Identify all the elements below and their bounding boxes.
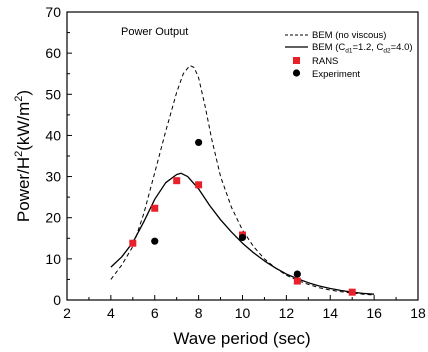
legend-label-bem-no-viscous: BEM (no viscous)	[312, 30, 386, 41]
y-tick-label: 0	[53, 292, 61, 308]
x-tick-label: 16	[366, 305, 382, 321]
legend: BEM (no viscous) BEM (Cd1=1.2, Cd2=4.0) …	[285, 30, 413, 80]
plot-frame	[66, 11, 419, 301]
y-tick-label: 10	[45, 251, 61, 267]
legend-label-rans: RANS	[312, 56, 338, 67]
experiment-point	[238, 233, 247, 242]
y-tick-label: 60	[45, 45, 61, 61]
y-axis-label-sup: 2	[13, 151, 25, 157]
legend-bem-sub1: d1	[345, 48, 353, 55]
legend-label-experiment: Experiment	[312, 69, 360, 80]
y-tick-label: 40	[45, 127, 61, 143]
legend-bem-prefix: BEM (C	[312, 42, 345, 53]
rans-point	[173, 177, 181, 185]
x-tick-label: 10	[235, 305, 251, 321]
y-tick-label: 30	[45, 169, 61, 185]
axis-ticks: 2 4 6 8 10 12 14 16 18 0 10 20 30 40 50 60 70	[45, 4, 426, 321]
y-axis-label-unit-sup: 2	[13, 96, 25, 102]
legend-bem-mid: =1.2, C	[352, 42, 383, 53]
legend-swatch-rans	[293, 57, 300, 64]
annotation-title: Power Output	[121, 26, 188, 38]
y-tick-label: 50	[45, 86, 61, 102]
x-tick-label: 4	[107, 305, 115, 321]
y-tick-label: 70	[45, 4, 61, 20]
series-curves	[110, 65, 375, 296]
x-tick-label: 6	[151, 305, 159, 321]
series-markers	[129, 138, 356, 296]
rans-point	[348, 288, 356, 296]
experiment-point	[195, 138, 203, 147]
y-tick-label: 20	[45, 210, 61, 226]
experiment-point	[151, 237, 159, 245]
y-axis-label: Power/H2(kW/m2)	[13, 90, 33, 222]
legend-bem-sub2: d2	[383, 48, 391, 55]
series-line-bem_no_viscous	[110, 65, 375, 296]
legend-swatch-experiment	[292, 69, 301, 77]
x-tick-label: 12	[279, 305, 295, 321]
rans-point	[129, 239, 137, 247]
x-tick-label: 18	[410, 305, 426, 321]
series-line-bem_viscous	[110, 172, 375, 295]
x-tick-label: 14	[322, 305, 338, 321]
y-axis-label-unit-open: (kW/m	[14, 102, 33, 151]
x-tick-label: 8	[195, 305, 203, 321]
x-axis-label: Wave period (sec)	[173, 329, 310, 348]
experiment-point	[293, 270, 301, 278]
rans-point	[195, 181, 203, 189]
legend-label-bem-viscous: BEM (Cd1=1.2, Cd2=4.0)	[312, 42, 413, 55]
y-axis-label-unit-close: )	[14, 90, 33, 96]
y-axis-label-base: Power/H	[14, 157, 33, 222]
rans-point	[293, 277, 301, 285]
x-tick-label: 2	[63, 305, 71, 321]
rans-point	[151, 204, 159, 212]
legend-bem-suffix: =4.0)	[391, 42, 413, 53]
